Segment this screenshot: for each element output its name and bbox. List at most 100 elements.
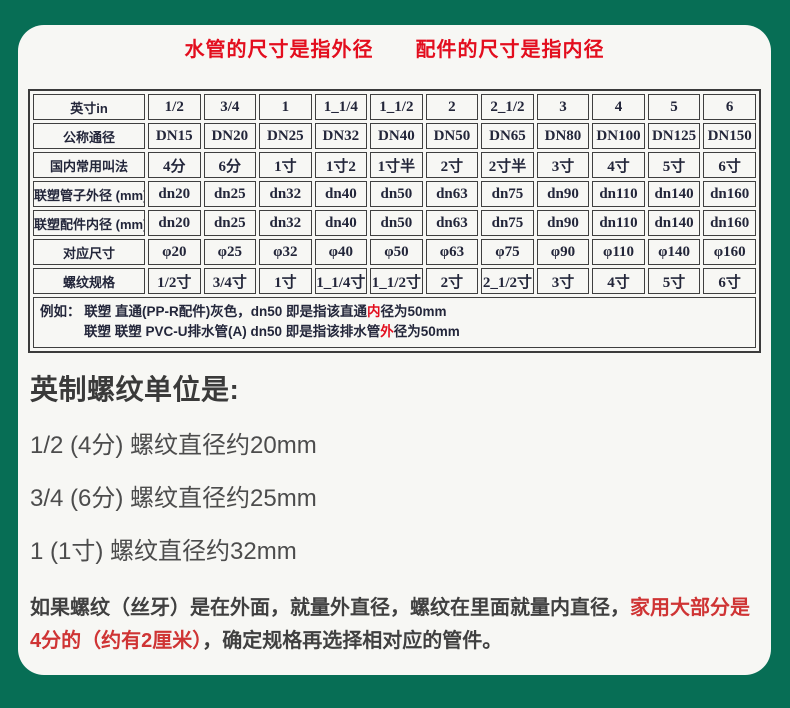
table-cell: 3寸 [536, 268, 590, 294]
example-1-pre: 例如： 联塑 直通(PP-R配件)灰色，dn50 即是指该直通 [40, 304, 368, 319]
table-cell: DN40 [370, 123, 423, 149]
table-cell: 4寸 [592, 152, 645, 178]
table-cell: 6寸 [703, 152, 756, 178]
table-cell: 1寸 [259, 152, 312, 178]
table-cell: φ160 [703, 239, 756, 265]
table-row: 螺纹规格 1/2寸 3/4寸 1寸 1_1/4寸 1_1/2寸 2寸 2_1/2寸 3寸 4寸 5寸… [33, 268, 756, 294]
table-cell: φ20 [148, 239, 201, 265]
table-cell: 2寸 [425, 268, 479, 294]
table-cell: dn63 [425, 210, 479, 236]
table-cell: dn40 [314, 210, 368, 236]
thread-line-one: 1 (1寸) 螺纹直径约32mm [30, 537, 297, 565]
note-part2: ，确定规格再选择相对应的管件。 [202, 629, 503, 652]
example-line-2: 联塑 联塑 PVC-U排水管(A) dn50 即是指该排水管外径为50mm [40, 322, 751, 342]
example-2-red: 外 [380, 324, 394, 340]
table-cell: 1寸2 [314, 152, 368, 178]
example-2-pre: 联塑 联塑 PVC-U排水管(A) dn50 即是指该排水管 [84, 324, 381, 340]
thread-line-half: 1/2 (4分) 螺纹直径约20mm [30, 431, 317, 459]
table-cell: φ110 [592, 239, 645, 265]
page-title: 水管的尺寸是指外径 配件的尺寸是指内径 [184, 39, 605, 61]
table-cell: φ40 [314, 239, 368, 265]
table-cell: 3/4 [203, 94, 257, 120]
table-example: 例如： 联塑 直通(PP-R配件)灰色，dn50 即是指该直通内径为50mm 联… [33, 297, 756, 348]
table-row: 国内常用叫法 4分 6分 1寸 1寸2 1寸半 2寸 2寸半 3寸 4寸 5寸 6寸 [33, 152, 756, 178]
table-cell: dn160 [703, 181, 756, 207]
table-cell: 2 [425, 94, 479, 120]
table-cell: DN15 [148, 123, 201, 149]
table-cell: dn50 [370, 181, 423, 207]
table-cell: 2寸半 [481, 152, 534, 178]
table-cell: 4寸 [592, 268, 645, 294]
table-cell: 1 [259, 94, 312, 120]
example-1-post: 径为50mm [380, 304, 447, 319]
table-cell: 5 [647, 94, 701, 120]
note-paragraph: 如果螺纹（丝牙）是在外面，就量外直径，螺纹在里面就量内直径，家用大部分是 4分的… [30, 592, 760, 658]
row-label: 联塑配件内径 (mm) [33, 210, 145, 236]
table-cell: 3 [536, 94, 590, 120]
content-card: 水管的尺寸是指外径 配件的尺寸是指内径 英寸in 1/2 3/4 1 1_1/4 1_1/… [18, 25, 771, 675]
table-cell: φ32 [259, 239, 312, 265]
table-cell: dn140 [647, 181, 701, 207]
row-label: 螺纹规格 [33, 268, 145, 294]
table-cell: 1寸半 [370, 152, 423, 178]
example-2-post: 径为50mm [393, 324, 460, 340]
table-cell: dn25 [203, 181, 257, 207]
table-row: 公称通径 DN15 DN20 DN25 DN32 DN40 DN50 DN65 DN80 DN10… [33, 123, 756, 149]
table-cell: dn110 [592, 181, 645, 207]
table-row: 联塑管子外径 (mm) dn20 dn25 dn32 dn40 dn50 dn63 dn75 d… [33, 181, 756, 207]
row-label: 英寸in [33, 94, 145, 120]
table-cell: dn20 [148, 210, 201, 236]
table-cell: DN20 [203, 123, 257, 149]
example-1-red: 内 [367, 304, 381, 319]
table-cell: DN65 [481, 123, 534, 149]
table-cell: 1_1/4寸 [314, 268, 368, 294]
table-cell: dn75 [481, 181, 534, 207]
table-cell: 1/2寸 [148, 268, 201, 294]
thread-line-threequarter: 3/4 (6分) 螺纹直径约25mm [30, 484, 317, 512]
table-cell: 4 [592, 94, 645, 120]
table-cell: 5寸 [647, 152, 701, 178]
table-cell: 2_1/2 [481, 94, 534, 120]
note-red-highlight: 家用大部分是 4分的（约有2厘米） [30, 596, 750, 652]
table-cell: 3寸 [536, 152, 590, 178]
note-part1: 如果螺纹（丝牙）是在外面，就量外直径，螺纹在里面就量内直径， [30, 596, 630, 619]
row-label: 公称通径 [33, 123, 145, 149]
table-cell: DN50 [425, 123, 479, 149]
table-cell: DN125 [647, 123, 701, 149]
table-cell: 1/2 [148, 94, 201, 120]
table-cell: dn63 [425, 181, 479, 207]
table-cell: dn32 [259, 210, 312, 236]
table-cell: dn90 [536, 210, 590, 236]
example-line-1: 例如： 联塑 直通(PP-R配件)灰色，dn50 即是指该直通内径为50mm [40, 302, 751, 322]
table-cell: DN25 [259, 123, 312, 149]
thread-lines: 1/2 (4分) 螺纹直径约20mm 3/4 (6分) 螺纹直径约25mm 1 … [28, 433, 761, 564]
table-cell: DN150 [703, 123, 756, 149]
table-cell: dn110 [592, 210, 645, 236]
table-row: 对应尺寸 φ20 φ25 φ32 φ40 φ50 φ63 φ75 φ90 φ110 φ140 φ160 [33, 239, 756, 265]
row-label: 联塑管子外径 (mm) [33, 181, 145, 207]
table-cell: φ90 [536, 239, 590, 265]
table-cell: 3/4寸 [203, 268, 257, 294]
table-cell: φ25 [203, 239, 257, 265]
table-cell: 5寸 [647, 268, 701, 294]
table-cell: dn50 [370, 210, 423, 236]
table-row: 联塑配件内径 (mm) dn20 dn25 dn32 dn40 dn50 dn63 dn75 d… [33, 210, 756, 236]
table-cell: DN100 [592, 123, 645, 149]
table-cell: dn160 [703, 210, 756, 236]
table-cell: 2寸 [425, 152, 479, 178]
table-example-row: 例如： 联塑 直通(PP-R配件)灰色，dn50 即是指该直通内径为50mm 联… [33, 297, 756, 348]
thread-section-heading: 英制螺纹单位是: [30, 373, 240, 405]
row-label: 国内常用叫法 [33, 152, 145, 178]
table-cell: 1寸 [259, 268, 312, 294]
table-cell: 6分 [203, 152, 257, 178]
table-cell: dn140 [647, 210, 701, 236]
table-cell: DN32 [314, 123, 368, 149]
table-cell: dn25 [203, 210, 257, 236]
row-label: 对应尺寸 [33, 239, 145, 265]
table-cell: 1_1/4 [314, 94, 368, 120]
table-cell: 2_1/2寸 [481, 268, 534, 294]
table-cell: dn40 [314, 181, 368, 207]
table-cell: φ63 [425, 239, 479, 265]
size-table-body: 英寸in 1/2 3/4 1 1_1/4 1_1/2 2 2_1/2 3 4 5 6 公称通径 DN15 D… [33, 94, 756, 294]
